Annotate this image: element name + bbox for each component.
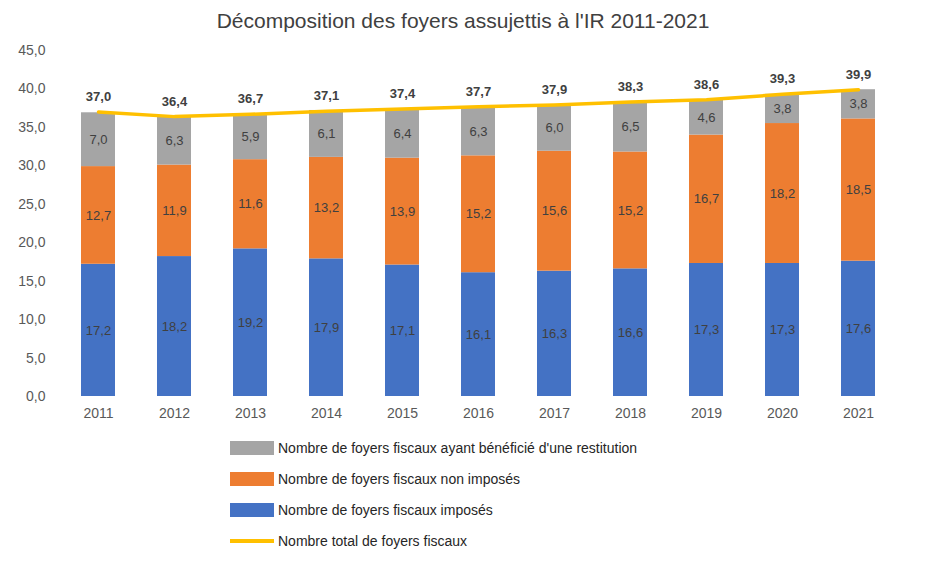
svg-text:2018: 2018: [615, 405, 646, 421]
svg-text:6,4: 6,4: [393, 126, 411, 141]
svg-text:2020: 2020: [767, 405, 798, 421]
svg-text:2014: 2014: [311, 405, 342, 421]
svg-text:17,1: 17,1: [390, 323, 415, 338]
svg-text:15,2: 15,2: [466, 206, 491, 221]
svg-text:45,0: 45,0: [18, 42, 45, 58]
svg-text:16,3: 16,3: [542, 326, 567, 341]
svg-text:2013: 2013: [235, 405, 266, 421]
svg-text:37,4: 37,4: [390, 86, 416, 101]
svg-text:39,3: 39,3: [770, 71, 795, 86]
svg-text:16,1: 16,1: [466, 327, 491, 342]
svg-text:30,0: 30,0: [18, 157, 45, 173]
svg-text:37,9: 37,9: [542, 82, 567, 97]
svg-text:2016: 2016: [463, 405, 494, 421]
svg-text:25,0: 25,0: [18, 196, 45, 212]
html-text:Nombre de foyers fiscaux ayant: Nombre de foyers fiscaux ayant bénéficié…: [278, 439, 638, 456]
svg-text:15,2: 15,2: [618, 203, 643, 218]
svg-text:39,9: 39,9: [846, 67, 871, 82]
svg-text:38,3: 38,3: [618, 79, 643, 94]
svg-text:3,8: 3,8: [773, 101, 791, 116]
svg-text:18,5: 18,5: [846, 182, 871, 197]
svg-text:3,8: 3,8: [849, 96, 867, 111]
svg-text:2011: 2011: [83, 405, 113, 421]
svg-text:10,0: 10,0: [18, 311, 45, 327]
svg-text:16,6: 16,6: [618, 325, 643, 340]
svg-text:15,0: 15,0: [18, 273, 45, 289]
svg-text:4,6: 4,6: [697, 110, 715, 125]
svg-text:16,7: 16,7: [694, 191, 719, 206]
svg-text:13,9: 13,9: [390, 204, 415, 219]
svg-text:17,6: 17,6: [846, 321, 871, 336]
svg-text:11,9: 11,9: [162, 203, 186, 218]
svg-text:19,2: 19,2: [238, 315, 263, 330]
svg-text:18,2: 18,2: [770, 186, 795, 201]
svg-text:2017: 2017: [539, 405, 570, 421]
svg-text:2019: 2019: [691, 405, 722, 421]
svg-text:18,2: 18,2: [162, 319, 187, 334]
svg-text:6,3: 6,3: [469, 124, 487, 139]
svg-text:2021: 2021: [843, 405, 874, 421]
svg-text:37,0: 37,0: [86, 89, 111, 104]
svg-text:20,0: 20,0: [18, 234, 45, 250]
svg-text:12,7: 12,7: [86, 208, 111, 223]
svg-text:17,3: 17,3: [694, 322, 719, 337]
svg-text:2015: 2015: [387, 405, 418, 421]
svg-text:11,6: 11,6: [238, 196, 262, 211]
svg-text:6,0: 6,0: [545, 120, 563, 135]
html-text:Nombre total de foyers fiscaux: Nombre total de foyers fiscaux: [278, 532, 468, 549]
svg-text:0,0: 0,0: [26, 388, 46, 404]
svg-text:35,0: 35,0: [18, 119, 45, 135]
html-text:Nombre de foyers fiscaux non i: Nombre de foyers fiscaux non imposés: [278, 470, 520, 487]
svg-text:6,5: 6,5: [621, 119, 639, 134]
svg-text:37,1: 37,1: [314, 88, 339, 103]
html-text:Décomposition des foyers assuj: Décomposition des foyers assujettis à l'…: [216, 9, 710, 32]
svg-text:17,2: 17,2: [86, 323, 111, 338]
svg-text:2012: 2012: [159, 405, 190, 421]
svg-text:36,4: 36,4: [162, 94, 188, 109]
svg-text:5,9: 5,9: [241, 129, 259, 144]
svg-text:15,6: 15,6: [542, 203, 567, 218]
svg-text:7,0: 7,0: [89, 132, 107, 147]
svg-text:6,3: 6,3: [165, 133, 183, 148]
svg-text:36,7: 36,7: [238, 91, 263, 106]
svg-text:17,9: 17,9: [314, 320, 339, 335]
svg-text:38,6: 38,6: [694, 77, 719, 92]
html-text:Nombre de foyers fiscaux impos: Nombre de foyers fiscaux imposés: [278, 501, 493, 518]
svg-text:5,0: 5,0: [26, 350, 46, 366]
svg-text:40,0: 40,0: [18, 80, 45, 96]
svg-text:13,2: 13,2: [314, 200, 339, 215]
svg-text:17,3: 17,3: [770, 322, 795, 337]
svg-text:37,7: 37,7: [466, 84, 491, 99]
svg-text:6,1: 6,1: [317, 126, 335, 141]
